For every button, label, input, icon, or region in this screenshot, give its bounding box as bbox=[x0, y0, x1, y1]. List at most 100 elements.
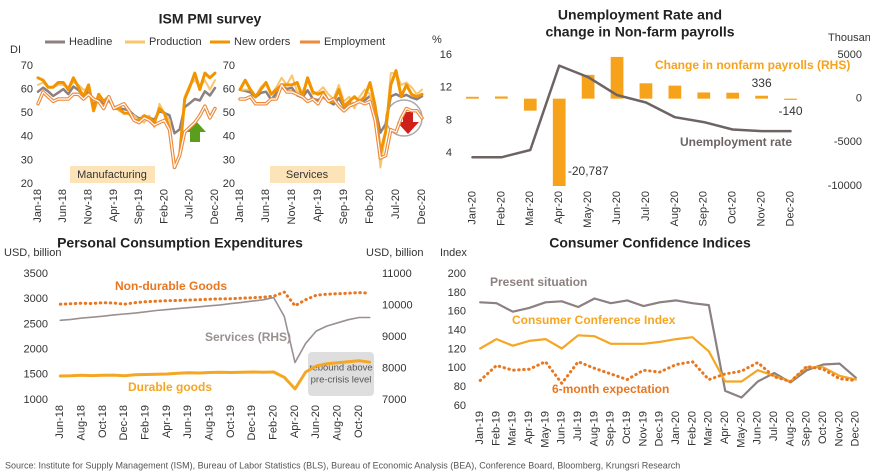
y-tick-label: 4 bbox=[446, 147, 452, 159]
data-line bbox=[59, 296, 371, 364]
y-tick-label: 20 bbox=[223, 178, 235, 190]
x-tick-label: Jun-19 bbox=[182, 405, 194, 439]
data-line bbox=[478, 360, 858, 385]
chart-title: Consumer Confidence Indices bbox=[549, 235, 751, 251]
bar bbox=[784, 98, 797, 100]
legend-label: New orders bbox=[234, 36, 291, 48]
y-tick-label: 40 bbox=[223, 131, 235, 143]
y-tick-label: 60 bbox=[223, 84, 235, 96]
x-tick-label: Feb-20 bbox=[268, 405, 280, 440]
x-tick-label: Aug-18 bbox=[76, 405, 88, 440]
up-arrow bbox=[184, 120, 206, 142]
x-tick-label: May-20 bbox=[582, 191, 594, 228]
x-tick-label: Apr-20 bbox=[719, 411, 731, 444]
series-label: Change in nonfarm payrolls (RHS) bbox=[655, 58, 850, 72]
x-tick-label: Apr-19 bbox=[523, 411, 535, 444]
chart-title: change in Non-farm payrolls bbox=[545, 24, 734, 40]
x-tick-label: Jul-20 bbox=[768, 411, 780, 441]
x-tick-label: Feb-20 bbox=[495, 191, 507, 226]
y-tick-label: 1000 bbox=[24, 394, 48, 406]
x-tick-label: May-20 bbox=[735, 411, 747, 448]
y-tick-label: 8000 bbox=[382, 362, 406, 374]
x-tick-label: Oct-20 bbox=[817, 411, 829, 444]
x-tick-label: Aug-19 bbox=[204, 405, 216, 440]
x-tick-label: Jan-20 bbox=[466, 191, 478, 225]
x-tick-label: Sep-19 bbox=[605, 411, 617, 446]
x-tick-label: Aug-20 bbox=[332, 405, 344, 440]
data-line bbox=[239, 84, 423, 159]
x-tick-label: Jul-20 bbox=[390, 189, 402, 219]
y-tick-label: 30 bbox=[21, 154, 33, 166]
x-tick-label: Feb-19 bbox=[490, 411, 502, 446]
x-tick-label: Feb-20 bbox=[686, 411, 698, 446]
x-tick-label: Mar-20 bbox=[703, 411, 715, 446]
bar bbox=[523, 98, 537, 111]
x-tick-label: Oct-20 bbox=[727, 191, 739, 224]
y-tick-label: 2000 bbox=[24, 344, 48, 356]
x-tick-label: Mar-19 bbox=[507, 411, 519, 446]
x-tick-label: Nov-18 bbox=[286, 189, 298, 224]
series-label: Present situation bbox=[490, 275, 587, 289]
data-label: 336 bbox=[752, 76, 772, 90]
bar bbox=[755, 95, 768, 99]
x-tick-label: Dec-19 bbox=[246, 405, 258, 440]
series-label: Unemployment rate bbox=[680, 135, 792, 149]
legend-label: Production bbox=[149, 36, 202, 48]
y-tick-label: 16 bbox=[440, 49, 452, 61]
panel-label-box bbox=[270, 166, 345, 183]
bar bbox=[610, 56, 624, 99]
series-label: 6-month expectation bbox=[552, 382, 669, 396]
data-label: -20,787 bbox=[568, 164, 609, 178]
data-label: -140 bbox=[779, 104, 803, 118]
y-tick-label: 3500 bbox=[24, 268, 48, 280]
annotation: rebound above bbox=[309, 363, 372, 374]
x-tick-label: Oct-19 bbox=[621, 411, 633, 444]
x-tick-label: Apr-19 bbox=[312, 189, 324, 222]
chart-title: Personal Consumption Expenditures bbox=[57, 235, 303, 251]
y-tick-label: 3000 bbox=[24, 293, 48, 305]
x-tick-label: Feb-20 bbox=[364, 189, 376, 224]
y-tick-label: 9000 bbox=[382, 331, 406, 343]
series-label: Non-durable Goods bbox=[115, 279, 227, 293]
data-line bbox=[58, 359, 372, 391]
y-tick-label: 11000 bbox=[382, 268, 412, 280]
y-tick-label: 7000 bbox=[382, 394, 406, 406]
x-tick-label: May-19 bbox=[539, 411, 551, 448]
x-tick-label: Jan-18 bbox=[234, 189, 246, 223]
down-arrow bbox=[397, 112, 419, 134]
source-note: Source: Institute for Supply Management … bbox=[5, 460, 680, 470]
x-tick-label: Feb-20 bbox=[158, 189, 170, 224]
chart-title: ISM PMI survey bbox=[159, 11, 262, 27]
x-tick-label: Jun-18 bbox=[57, 189, 69, 223]
axis-label: DI bbox=[10, 44, 21, 56]
x-tick-label: Dec-18 bbox=[118, 405, 130, 440]
bar bbox=[726, 92, 740, 99]
y-tick-label: 80 bbox=[454, 381, 466, 393]
x-tick-label: Jan-20 bbox=[670, 411, 682, 445]
x-tick-label: Jun-18 bbox=[54, 405, 66, 439]
panel-label: Services bbox=[286, 169, 329, 181]
y-tick-label: 12 bbox=[440, 82, 452, 94]
plot-area bbox=[466, 56, 797, 186]
y-tick-label: 180 bbox=[448, 287, 466, 299]
y-tick-label: 70 bbox=[223, 60, 235, 72]
x-tick-label: Sep-20 bbox=[801, 411, 813, 446]
x-tick-label: Nov-19 bbox=[637, 411, 649, 446]
data-line bbox=[238, 69, 424, 155]
series-label: Consumer Conference Index bbox=[512, 313, 676, 327]
y-tick-label: 10000 bbox=[382, 299, 413, 311]
series-label: Services (RHS) bbox=[205, 330, 291, 344]
y-tick-label: 60 bbox=[454, 400, 466, 412]
x-tick-label: Jul-19 bbox=[572, 411, 584, 441]
data-line bbox=[37, 91, 216, 169]
x-tick-label: Feb-19 bbox=[140, 405, 152, 440]
x-tick-label: Jun-20 bbox=[611, 191, 623, 225]
x-tick-label: Nov-20 bbox=[833, 411, 845, 446]
x-tick-label: Aug-20 bbox=[669, 191, 681, 226]
bar bbox=[639, 83, 653, 99]
x-tick-label: Apr-20 bbox=[553, 191, 565, 224]
axis-label: USD, billion bbox=[366, 247, 423, 259]
x-tick-label: Dec-20 bbox=[416, 189, 428, 224]
series-label: Durable goods bbox=[128, 380, 212, 394]
